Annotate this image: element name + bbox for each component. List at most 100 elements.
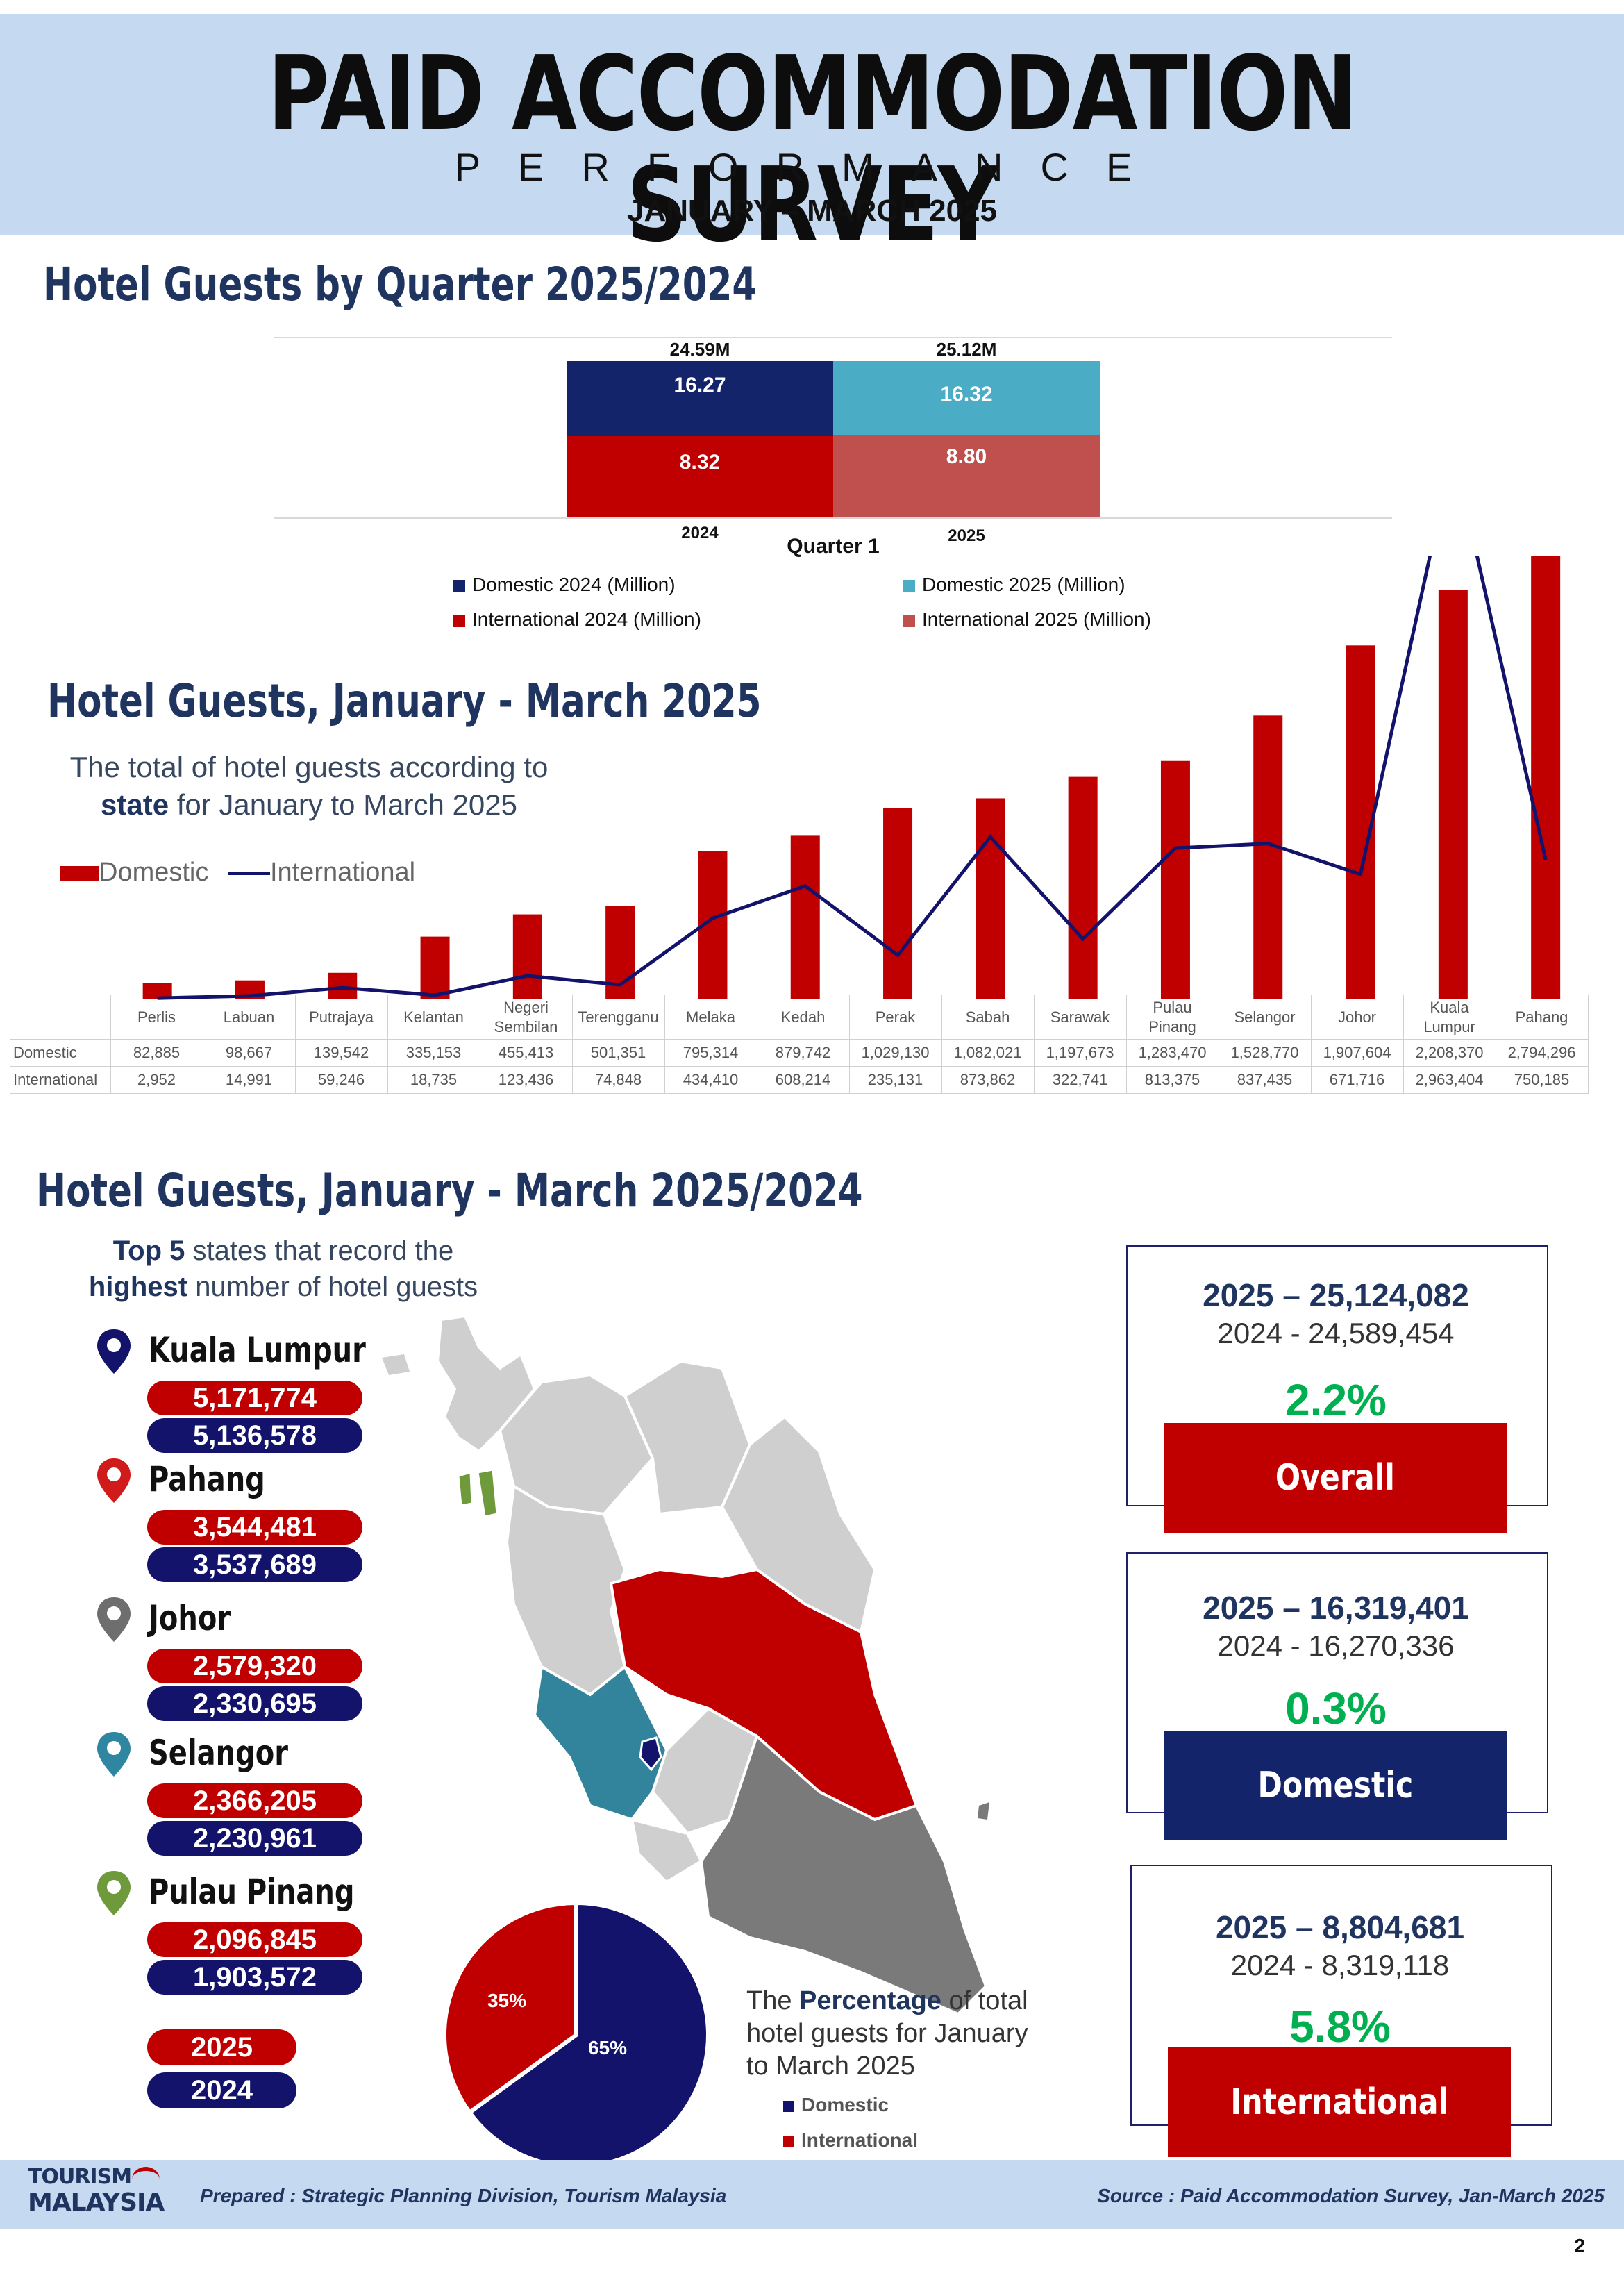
bar-domestic-2025 <box>833 361 1100 435</box>
table-cell-international: 123,436 <box>479 1066 573 1094</box>
total-2024-label: 24.59M <box>669 339 730 360</box>
top-state-name: Pulau Pinang <box>149 1872 355 1912</box>
table-cell-international: 873,862 <box>941 1066 1035 1094</box>
table-header-cell: Negeri Sembilan <box>479 995 573 1040</box>
map-pin-icon <box>97 1597 131 1642</box>
table-cell-domestic: 1,197,673 <box>1033 1039 1127 1067</box>
table-cell-international: 813,375 <box>1125 1066 1219 1094</box>
bar-domestic-pulau-pinang <box>1160 760 1190 999</box>
desc-post: of total <box>941 1986 1028 2015</box>
summary-growth-pct: 0.3% <box>1285 1683 1387 1733</box>
table-cell-domestic: 1,029,130 <box>848 1039 942 1067</box>
table-cell-international: 837,435 <box>1218 1066 1312 1094</box>
top-state-2025-value: 2,579,320 <box>147 1649 362 1683</box>
top-state-2025-value: 5,171,774 <box>147 1381 362 1415</box>
summary-tag: Overall <box>1164 1423 1507 1533</box>
top-state-name: Kuala Lumpur <box>149 1330 366 1370</box>
pie-legend-international: International <box>783 2129 918 2152</box>
state-label-line: Johor <box>1337 1008 1377 1026</box>
summary-2025-value: 2025 – 16,319,401 <box>1203 1590 1469 1626</box>
table-header-cell: Kuala Lumpur <box>1403 995 1496 1040</box>
legend-label: Domestic 2024 (Million) <box>472 574 676 595</box>
pie-description: The Percentage of total hotel guests for… <box>746 1985 1107 2083</box>
table-row-international: International 2,952 14,991 59,246 18,735 123… <box>10 1066 1589 1094</box>
map-pin-icon <box>97 1329 131 1374</box>
bar-domestic-sarawak <box>1068 776 1098 999</box>
logo-swoosh-icon <box>132 2167 160 2192</box>
state-label-line: Kedah <box>780 1008 826 1026</box>
state-label-line: Selangor <box>1234 1008 1296 1026</box>
pie-legend-domestic: Domestic <box>783 2094 889 2116</box>
bar-domestic-kelantan <box>420 936 450 999</box>
table-header-cell: Sarawak <box>1033 995 1127 1040</box>
legend-international-2025: International 2025 (Million) <box>903 608 1151 631</box>
row-label-domestic: Domestic <box>10 1039 111 1067</box>
summary-2025-value: 2025 – 25,124,082 <box>1203 1277 1469 1313</box>
legend-swatch <box>783 2136 794 2147</box>
table-cell-international: 14,991 <box>202 1066 296 1094</box>
desc-bold: highest <box>88 1272 188 1302</box>
state-chart <box>142 556 1561 1000</box>
section-top5-title: Hotel Guests, January - March 2025/2024 <box>36 1164 863 1217</box>
page-title: PAID ACCOMMODATION SURVEY <box>267 34 1357 265</box>
tourism-malaysia-logo: TOURISM MALAYSIA <box>28 2165 187 2224</box>
footer-source: Source : Paid Accommodation Survey, Jan-… <box>1097 2185 1605 2206</box>
table-cell-domestic: 335,153 <box>387 1039 480 1067</box>
table-header-cell: Perlis <box>110 995 203 1040</box>
state-label-line: Perlis <box>137 1008 176 1026</box>
legend-international-2024: International 2024 (Million) <box>453 608 701 631</box>
state-label-line: Sabah <box>965 1008 1010 1026</box>
table-cell-international: 59,246 <box>294 1066 388 1094</box>
table-cell-domestic: 98,667 <box>202 1039 296 1067</box>
summary-2024-value: 2024 - 24,589,454 <box>1217 1317 1455 1349</box>
table-row-domestic: Domestic 82,885 98,667 139,542 335,153 455,4… <box>10 1039 1589 1067</box>
map-langkawi <box>382 1354 410 1375</box>
legend-domestic-2024: Domestic 2024 (Million) <box>453 574 676 596</box>
bar-domestic-kuala-lumpur <box>1438 590 1468 999</box>
bar-domestic-putrajaya <box>328 972 358 999</box>
desc-line: to March 2025 <box>746 2052 915 2081</box>
desc-line: state for January to March 2025 <box>42 786 576 824</box>
table-header-cell: Selangor <box>1218 995 1312 1040</box>
peninsular-malaysia-map <box>382 1314 989 2016</box>
map-state-johor <box>699 1733 988 2016</box>
total-2025-label: 25.12M <box>936 339 997 360</box>
bar-domestic-kedah <box>790 835 820 999</box>
table-header-cell: Terengganu <box>571 995 665 1040</box>
state-label-line: Perak <box>875 1008 916 1026</box>
legend-2024-pill: 2024 <box>147 2072 296 2108</box>
state-data-table: Perlis Labuan Putrajaya Kelantan Negeri Sembi… <box>10 995 1589 1094</box>
table-cell-international: 750,185 <box>1495 1066 1589 1094</box>
legend-domestic-2025: Domestic 2025 (Million) <box>903 574 1125 596</box>
table-header-cell: Sabah <box>941 995 1035 1040</box>
desc-rest: number of hotel guests <box>187 1272 478 1302</box>
table-cell-domestic: 1,283,470 <box>1125 1039 1219 1067</box>
pie-label-domestic: 65% <box>588 2037 627 2058</box>
state-label-line: Pinang <box>1148 1017 1196 1035</box>
table-cell-domestic: 1,528,770 <box>1218 1039 1312 1067</box>
summary-2024-value: 2024 - 8,319,118 <box>1230 1949 1450 1981</box>
summary-2025-value: 2025 – 8,804,681 <box>1215 1909 1465 1945</box>
legend-label: Domestic 2025 (Million) <box>922 574 1125 595</box>
top-state-name: Selangor <box>149 1733 288 1773</box>
summary-tag: International <box>1168 2047 1511 2157</box>
logo-line-1: TOURISM <box>28 2165 132 2189</box>
state-label-line: Melaka <box>686 1008 735 1026</box>
table-cell-domestic: 501,351 <box>571 1039 665 1067</box>
state-label-line: Putrajaya <box>309 1008 374 1026</box>
legend-swatch <box>903 579 915 592</box>
top-state-2024-value: 3,537,689 <box>147 1547 362 1582</box>
state-chart-legend: Domestic International <box>60 858 415 888</box>
table-cell-international: 608,214 <box>756 1066 850 1094</box>
table-header-cell: Melaka <box>664 995 757 1040</box>
table-header-cell: Pulau Pinang <box>1125 995 1219 1040</box>
intl-2024-value: 8.32 <box>679 451 721 474</box>
summary-2024-value: 2024 - 16,270,336 <box>1217 1629 1455 1662</box>
section-state-title: Hotel Guests, January - March 2025 <box>47 674 762 728</box>
table-header-cell: Kedah <box>756 995 850 1040</box>
map-state-melaka <box>630 1817 703 1884</box>
bar-international-2025 <box>833 435 1100 517</box>
bar-domestic-perak <box>883 808 913 999</box>
map-state-pulau-pinang <box>476 1468 499 1518</box>
map-state-kuala-lumpur <box>639 1736 662 1772</box>
